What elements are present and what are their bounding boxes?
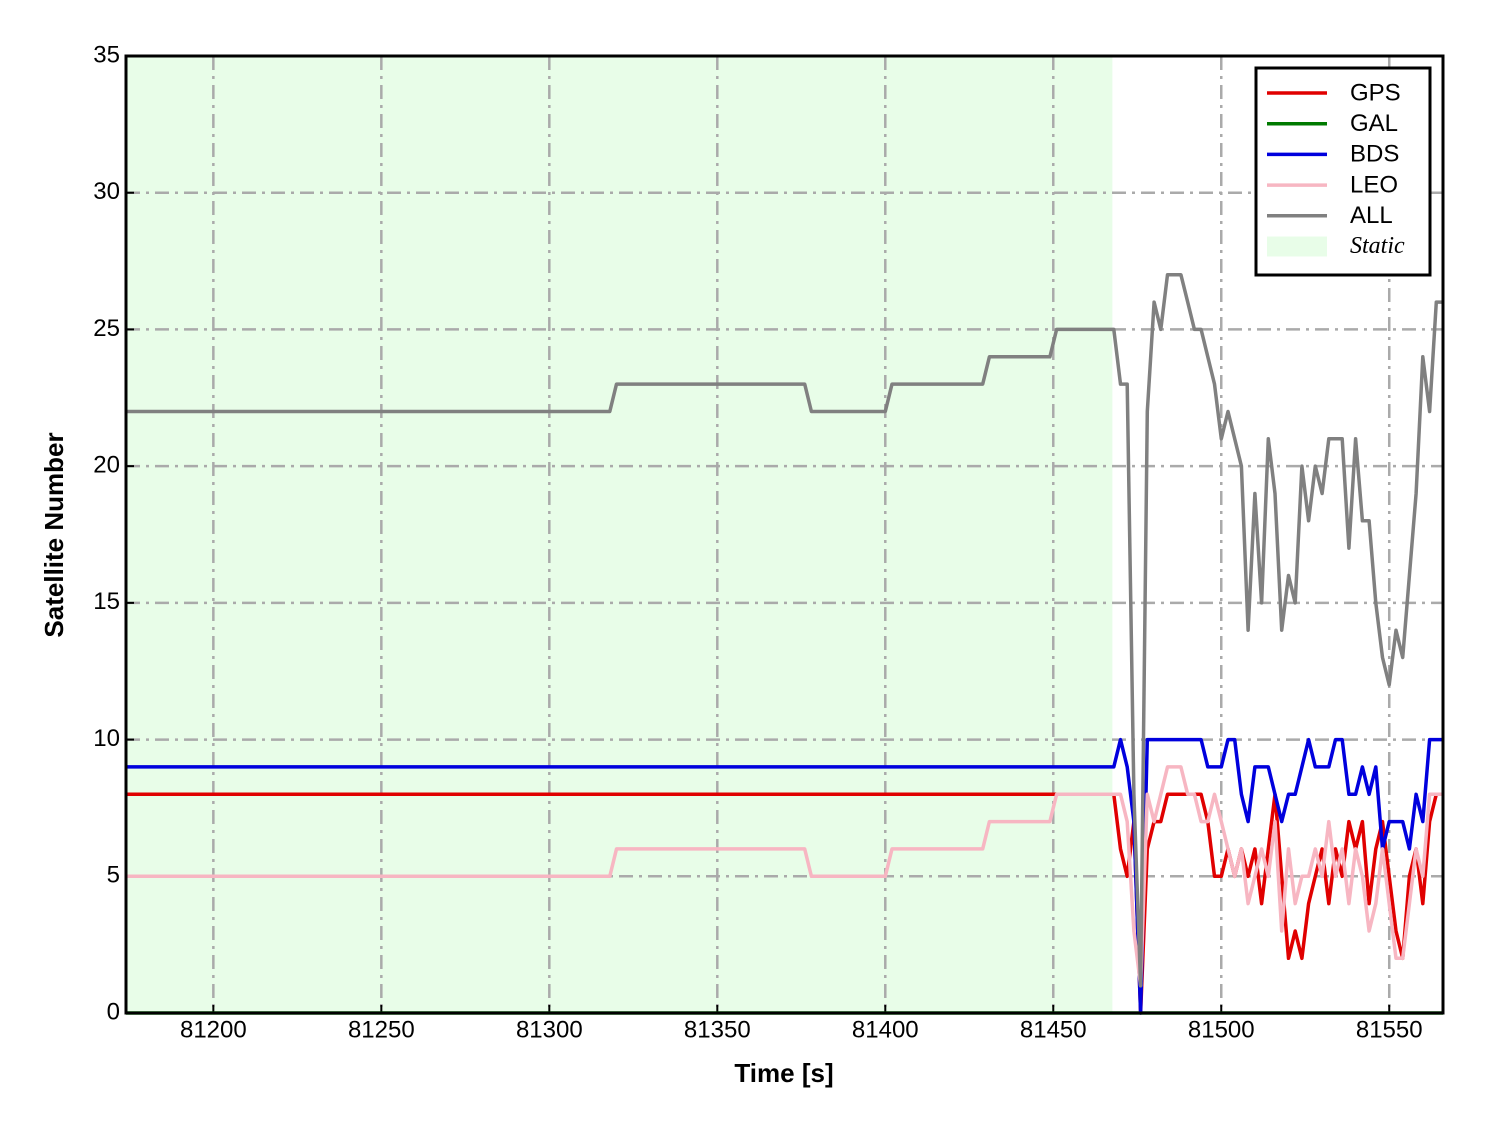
plot-frame [124,54,1445,1015]
y-tick-label: 5 [107,862,120,889]
series-line [126,272,1443,988]
legend-label: GPS [1350,79,1401,106]
legend: GPS GAL BDS LEO ALL Static [1254,66,1432,277]
x-tick-label: 81450 [1020,1016,1087,1043]
x-tick-label: 81300 [516,1016,583,1043]
x-tick-label: 81250 [348,1016,415,1043]
y-tick-label: 0 [107,998,120,1025]
legend-label: ALL [1350,202,1393,229]
legend-swatch [1267,236,1327,257]
x-tick-label: 81200 [180,1016,247,1043]
x-tick-label: 81400 [852,1016,919,1043]
y-tick-label: 30 [93,178,120,205]
legend-label: GAL [1350,110,1398,137]
legend-label: LEO [1350,171,1398,198]
y-axis-label: Satellite Number [39,432,69,637]
series-line [126,765,1443,988]
y-tick-label: 15 [93,588,120,615]
x-tick-label: 81550 [1356,1016,1423,1043]
y-tick-label: 10 [93,725,120,752]
y-tick-label: 20 [93,451,120,478]
x-tick-label: 81350 [684,1016,751,1043]
x-tick-label: 81500 [1188,1016,1255,1043]
series-line [126,737,1443,1015]
static-span [126,56,1113,1013]
x-axis-label: Time [s] [734,1058,833,1088]
legend-label: BDS [1350,141,1399,168]
y-tick-label: 35 [93,41,120,68]
y-tick-label: 25 [93,315,120,342]
legend-label: Static [1350,233,1405,259]
